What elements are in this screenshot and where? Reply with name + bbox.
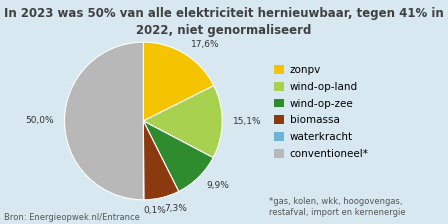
- Text: Bron: Energieopwek.nl/Entrance: Bron: Energieopwek.nl/Entrance: [4, 213, 140, 222]
- Text: 17,6%: 17,6%: [190, 40, 219, 49]
- Wedge shape: [143, 86, 222, 158]
- Text: In 2023 was 50% van alle elektriciteit hernieuwbaar, tegen 41% in
2022, niet gen: In 2023 was 50% van alle elektriciteit h…: [4, 7, 444, 37]
- Text: *gas, kolen, wkk, hoogovengas,
restafval, import en kernenergie: *gas, kolen, wkk, hoogovengas, restafval…: [269, 197, 405, 217]
- Text: 50,0%: 50,0%: [25, 116, 53, 125]
- Text: 0,1%: 0,1%: [144, 206, 167, 215]
- Text: 9,9%: 9,9%: [207, 181, 229, 190]
- Legend: zonpv, wind-op-land, wind-op-zee, biomassa, waterkracht, conventioneel*: zonpv, wind-op-land, wind-op-zee, biomas…: [274, 65, 369, 159]
- Wedge shape: [143, 121, 213, 192]
- Text: 7,3%: 7,3%: [164, 204, 187, 213]
- Wedge shape: [65, 42, 143, 200]
- Wedge shape: [143, 42, 214, 121]
- Text: 15,1%: 15,1%: [233, 117, 262, 126]
- Wedge shape: [143, 121, 144, 200]
- Wedge shape: [143, 121, 179, 200]
